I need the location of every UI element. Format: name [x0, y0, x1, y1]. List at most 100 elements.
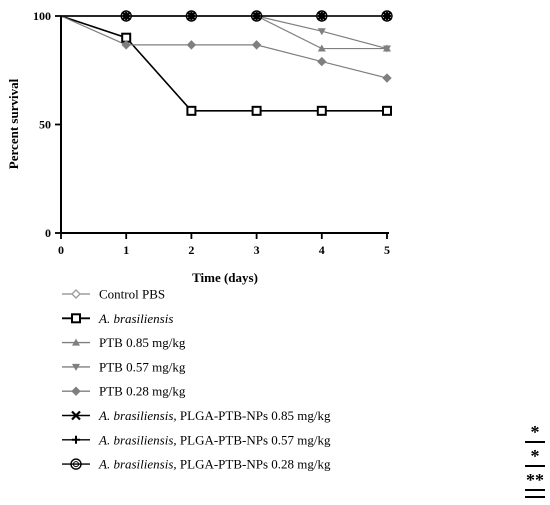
significance-mark-1: * — [525, 422, 545, 443]
series-8-point-3-shape-inner — [253, 13, 260, 19]
legend-marker-shape — [72, 435, 80, 444]
x-tick-label: 2 — [188, 243, 194, 257]
legend-label-text: PTB 0.28 mg/kg — [99, 384, 186, 399]
series-8-point-1-shape — [120, 10, 132, 22]
legend-marker-shape-inner — [73, 461, 79, 468]
x-tick-label: 5 — [384, 243, 390, 257]
legend-marker-shape — [71, 386, 81, 396]
legend-marker — [72, 435, 80, 444]
legend-label: A. brasiliensis, PLGA-PTB-NPs 0.85 mg/kg — [98, 408, 331, 423]
legend-item-3: PTB 0.85 mg/kg — [62, 335, 186, 350]
x-tick-label: 1 — [123, 243, 129, 257]
legend-marker — [72, 338, 80, 346]
legend-label-text: Control PBS — [99, 287, 165, 302]
significance-mark-3: ** — [525, 470, 545, 491]
legend-marker — [70, 458, 82, 470]
plot-lines — [60, 15, 388, 112]
y-tick-label: 0 — [45, 226, 51, 240]
series-4-point-5-shape — [383, 45, 391, 53]
series-8-point-4 — [316, 10, 328, 22]
series-5-point-5 — [382, 73, 392, 83]
x-tick-label: 3 — [254, 243, 260, 257]
series-8-point-3 — [250, 10, 263, 22]
legend-label: A. brasiliensis, PLGA-PTB-NPs 0.57 mg/kg — [98, 432, 331, 447]
series-8-point-1 — [120, 10, 132, 22]
series-4-point-5 — [383, 45, 391, 53]
series-5-point-2 — [186, 40, 197, 50]
series-5-point-4-shape — [317, 56, 327, 67]
legend-marker-shape — [71, 410, 81, 421]
legend-marker — [71, 313, 81, 324]
plot-markers — [120, 10, 393, 116]
legend-item-2: A. brasiliensis — [62, 311, 173, 326]
series-2-point-4-shape — [316, 105, 327, 116]
legend-marker — [71, 289, 81, 299]
series-5-point-1 — [121, 40, 131, 50]
legend-marker-shape — [71, 313, 81, 324]
legend-label-text: PTB 0.57 mg/kg — [99, 359, 186, 374]
legend-marker — [71, 386, 81, 396]
x-tick-label: 0 — [58, 243, 64, 257]
series-8-point-5-shape-inner — [384, 13, 390, 19]
significance-stars: * — [531, 446, 540, 466]
legend-label-text: PLGA-PTB-NPs 0.85 mg/kg — [177, 408, 331, 423]
legend-item-8: A. brasiliensis, PLGA-PTB-NPs 0.28 mg/kg — [62, 457, 331, 472]
legend-marker-shape — [70, 458, 82, 470]
series-8-point-2 — [185, 10, 198, 22]
series-8-point-1-shape-inner — [123, 13, 130, 19]
series-8-point-4-shape — [316, 10, 328, 22]
legend-item-4: PTB 0.57 mg/kg — [62, 359, 186, 374]
legend-item-1: Control PBS — [62, 287, 165, 302]
legend-label: PTB 0.57 mg/kg — [99, 359, 186, 374]
legend-label-italic: A. brasiliensis, — [98, 432, 177, 447]
series-5-point-5-shape — [382, 73, 392, 83]
series-8-point-3-shape — [250, 10, 263, 22]
legend-item-7: A. brasiliensis, PLGA-PTB-NPs 0.57 mg/kg — [62, 432, 331, 447]
legend-label: PTB 0.85 mg/kg — [99, 335, 186, 350]
series-3-point-4 — [317, 44, 326, 52]
legend-label: Control PBS — [99, 287, 165, 302]
legend-marker — [71, 410, 81, 421]
series-3-point-4-shape — [317, 44, 326, 52]
series-2-point-5 — [382, 105, 392, 116]
legend-label-italic: A. brasiliensis, — [98, 408, 177, 423]
y-tick-label: 50 — [39, 118, 51, 132]
legend: Control PBS A. brasiliensis PTB 0.85 mg/kg… — [62, 287, 331, 472]
legend-label: A. brasiliensis — [98, 311, 173, 326]
x-tick-label: 4 — [319, 243, 325, 257]
series-4-point-4-shape — [317, 28, 326, 36]
series-line-2 — [60, 15, 387, 112]
series-2-point-3 — [251, 105, 262, 116]
significance-stars: * — [531, 422, 540, 442]
legend-item-6: A. brasiliensis, PLGA-PTB-NPs 0.85 mg/kg — [62, 408, 331, 423]
legend-marker-shape — [72, 363, 80, 371]
series-2-point-4 — [316, 105, 327, 116]
series-8-point-5-shape — [381, 10, 393, 22]
legend-label-text: PTB 0.85 mg/kg — [99, 335, 186, 350]
legend-label-text: PLGA-PTB-NPs 0.28 mg/kg — [177, 457, 331, 472]
legend-item-5: PTB 0.28 mg/kg — [62, 384, 186, 399]
series-4-point-4 — [317, 28, 326, 36]
series-line-5 — [60, 15, 388, 79]
legend-label-italic: A. brasiliensis, — [98, 457, 177, 472]
series-8-point-2-shape-inner — [188, 13, 195, 19]
legend-label-text: PLGA-PTB-NPs 0.57 mg/kg — [177, 432, 331, 447]
series-8-point-4-shape-inner — [318, 13, 325, 19]
y-tick-label: 100 — [33, 9, 51, 23]
series-2-point-3-shape — [251, 105, 262, 116]
y-axis-title: Percent survival — [6, 78, 21, 169]
series-2-point-2 — [186, 105, 197, 116]
series-2-point-5-shape — [382, 105, 392, 116]
series-5-point-4 — [317, 56, 327, 67]
series-8-point-5 — [381, 10, 393, 22]
significance-mark-2: * — [525, 446, 545, 467]
legend-marker-shape — [72, 338, 80, 346]
legend-label: A. brasiliensis, PLGA-PTB-NPs 0.28 mg/kg — [98, 457, 331, 472]
series-5-point-1-shape — [121, 40, 131, 50]
x-axis-title: Time (days) — [192, 270, 258, 285]
series-5-point-3 — [251, 40, 262, 50]
series-5-point-2-shape — [186, 40, 197, 50]
significance-stars: ** — [526, 470, 544, 490]
